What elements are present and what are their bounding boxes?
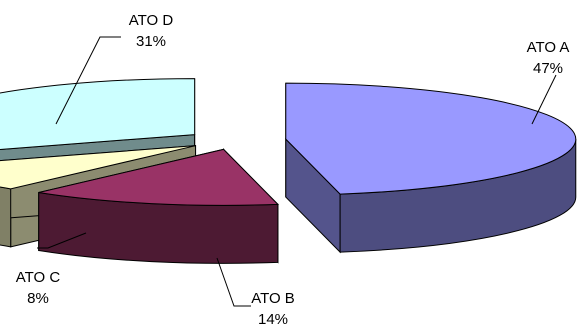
leader-line-ato-b	[216, 257, 251, 307]
slice-label-category: ATO B	[251, 290, 295, 307]
pie-slice-top	[0, 78, 196, 150]
slice-label-value: 8%	[27, 290, 49, 307]
slice-label-category: ATO C	[16, 269, 61, 286]
pie-slice	[285, 82, 577, 254]
pie-slice-top	[38, 148, 280, 206]
slice-label-value: 47%	[533, 60, 563, 77]
leader-line-ato-c	[37, 232, 87, 249]
pie-slice-top	[285, 82, 577, 195]
slice-label-value: 14%	[258, 311, 288, 327]
pie-slice	[38, 148, 280, 264]
pie-slice-rim	[0, 186, 12, 248]
slice-label-category: ATO D	[129, 12, 174, 29]
pie-slices	[0, 78, 577, 264]
slice-label-category: ATO A	[527, 39, 570, 56]
leader-line-ato-d	[55, 36, 121, 125]
slice-label-value: 31%	[136, 33, 166, 50]
pie-slice-top	[0, 145, 196, 190]
leader-line-ato-a	[531, 74, 557, 125]
